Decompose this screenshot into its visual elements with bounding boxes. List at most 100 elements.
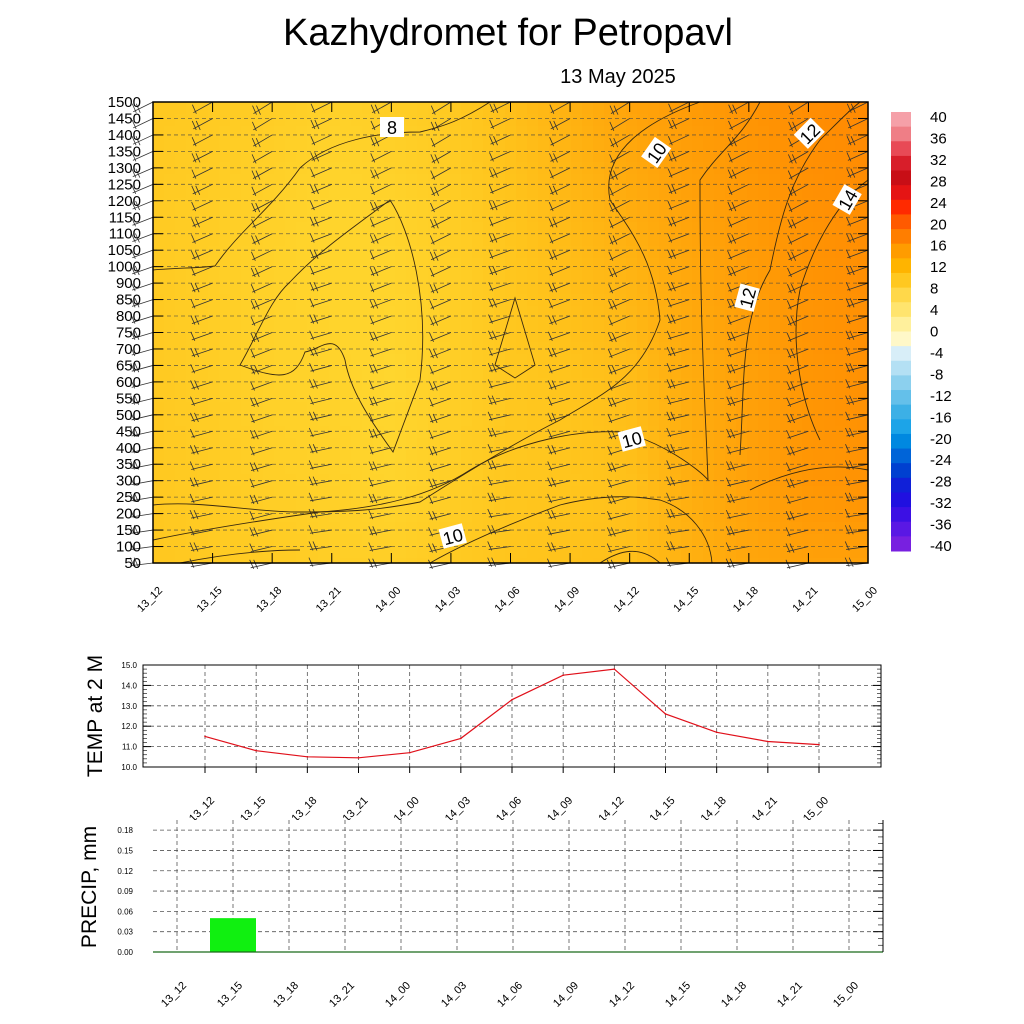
- field-cell: [659, 282, 671, 295]
- field-cell: [340, 282, 352, 295]
- page-title: Kazhydromet for Petropavl: [283, 12, 733, 54]
- wind-barb-flag: [552, 283, 557, 293]
- temp-point: [664, 713, 667, 715]
- field-cell: [681, 534, 693, 547]
- field-cell: [505, 234, 517, 247]
- field-cell: [428, 342, 440, 355]
- wind-barb-flag: [135, 103, 141, 113]
- wind-barb-flag: [254, 267, 260, 278]
- level-label: 1350: [108, 143, 141, 160]
- wind-barb: [310, 266, 332, 275]
- wind-barb: [192, 249, 213, 260]
- field-cell: [417, 390, 429, 403]
- field-cell: [362, 270, 374, 283]
- field-cell: [439, 438, 451, 451]
- field-cell: [307, 474, 319, 487]
- wind-barb: [193, 118, 213, 130]
- field-cell: [813, 306, 825, 319]
- colorbar-swatch: [891, 521, 911, 537]
- wind-barb-flag: [369, 331, 374, 341]
- field-cell: [659, 246, 671, 259]
- field-cell: [857, 318, 869, 331]
- field-cell: [857, 354, 869, 367]
- field-cell: [791, 474, 803, 487]
- wind-barb: [132, 266, 154, 275]
- field-cell: [780, 450, 792, 463]
- field-cell: [571, 426, 583, 439]
- field-cell: [714, 186, 726, 199]
- field-cell: [802, 366, 814, 379]
- colorbar-swatch: [891, 170, 911, 186]
- field-cell: [351, 138, 363, 151]
- wind-barb-flag: [190, 283, 196, 293]
- field-cell: [835, 270, 847, 283]
- wind-barb: [847, 282, 869, 291]
- wind-barb: [192, 233, 213, 243]
- field-cell: [846, 246, 858, 259]
- field-cell: [153, 246, 165, 259]
- field-cell: [197, 486, 209, 499]
- wind-barb-flag: [432, 381, 438, 391]
- field-cell: [846, 150, 858, 163]
- field-cell: [362, 402, 374, 415]
- field-cell: [472, 102, 484, 115]
- field-cell: [571, 114, 583, 127]
- field-cell: [175, 522, 187, 535]
- field-cell: [549, 210, 561, 223]
- field-cell: [351, 342, 363, 355]
- wind-barb-flag: [194, 250, 200, 260]
- wind-barb-flag: [190, 380, 195, 390]
- field-cell: [494, 498, 506, 511]
- field-cell: [780, 174, 792, 187]
- field-cell: [494, 306, 506, 319]
- field-cell: [428, 450, 440, 463]
- field-cell: [527, 270, 539, 283]
- wind-barb: [132, 233, 154, 242]
- field-cell: [846, 174, 858, 187]
- wind-barb-flag: [492, 168, 498, 178]
- field-cell: [461, 534, 473, 547]
- wind-barb: [789, 151, 809, 163]
- field-cell: [659, 342, 671, 355]
- field-cell: [384, 138, 396, 151]
- field-cell: [285, 138, 297, 151]
- field-cell: [692, 534, 704, 547]
- field-cell: [362, 186, 374, 199]
- field-cell: [813, 162, 825, 175]
- field-cell: [175, 354, 187, 367]
- field-cell: [428, 486, 440, 499]
- field-cell: [615, 522, 627, 535]
- field-cell: [230, 258, 242, 271]
- wind-barb: [668, 332, 690, 340]
- wind-barb: [132, 249, 154, 259]
- field-cell: [252, 522, 264, 535]
- wind-barb-flag: [727, 218, 733, 228]
- field-cell: [472, 222, 484, 235]
- field-cell: [439, 102, 451, 115]
- field-cell: [340, 366, 352, 379]
- wind-barb: [609, 233, 630, 244]
- temp-ytick-label: 14.0: [121, 681, 137, 690]
- field-cell: [318, 174, 330, 187]
- wind-barb-flag: [309, 395, 314, 405]
- field-cell: [252, 150, 264, 163]
- field-cell: [758, 198, 770, 211]
- field-cell: [461, 426, 473, 439]
- field-cell: [197, 222, 209, 235]
- field-cell: [681, 318, 693, 331]
- wind-barb-flag: [428, 527, 433, 537]
- field-cell: [747, 354, 759, 367]
- field-cell: [813, 402, 825, 415]
- wind-barb-flag: [606, 527, 612, 537]
- field-cell: [208, 198, 220, 211]
- colorbar-label: 12: [930, 259, 947, 276]
- field-cell: [703, 258, 715, 271]
- field-cell: [197, 246, 209, 259]
- field-cell: [604, 138, 616, 151]
- field-cell: [516, 534, 528, 547]
- wind-barb: [787, 447, 809, 455]
- field-cell: [615, 294, 627, 307]
- wind-barb-flag: [133, 492, 139, 502]
- field-cell: [395, 510, 407, 523]
- field-cell: [428, 258, 440, 271]
